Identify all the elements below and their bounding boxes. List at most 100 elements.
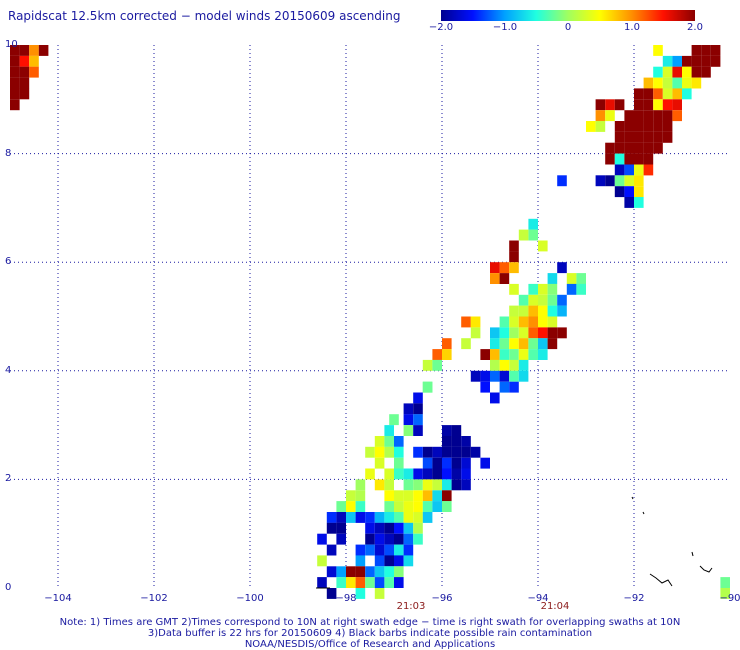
wind-cell (29, 55, 39, 67)
wind-cell (509, 305, 519, 317)
wind-cell (538, 283, 548, 295)
plot-title: Rapidscat 12.5km corrected − model winds… (8, 9, 401, 23)
colorbar-label: 1.0 (624, 22, 640, 33)
wind-cell (528, 305, 538, 317)
wind-cell (490, 262, 500, 274)
wind-cell (365, 533, 375, 545)
footnote-line-1: Note: 1) Times are GMT 2)Times correspon… (59, 617, 681, 628)
x-tick-label: −92 (623, 593, 645, 604)
wind-cell (653, 110, 663, 122)
wind-cell (10, 77, 20, 89)
wind-cell (509, 359, 519, 371)
wind-cell (442, 479, 452, 491)
wind-cell (403, 533, 414, 545)
wind-cell (451, 425, 462, 436)
wind-cell (394, 468, 404, 480)
wind-cell (432, 479, 442, 491)
wind-cell (317, 533, 327, 545)
wind-cell (662, 99, 673, 111)
wind-cell (634, 99, 644, 111)
wind-cell (384, 468, 394, 480)
wind-cell (442, 468, 452, 480)
wind-cell (422, 490, 433, 502)
wind-cell (470, 370, 481, 382)
wind-cell (374, 544, 385, 556)
wind-cell (643, 131, 654, 143)
wind-cell (384, 577, 394, 588)
coastline (316, 496, 713, 589)
wind-cell (394, 522, 404, 534)
y-tick-label: 10 (5, 39, 18, 50)
wind-cell (720, 588, 730, 599)
wind-cell (624, 175, 634, 187)
wind-cell (691, 55, 702, 67)
wind-cell (442, 338, 452, 350)
wind-cell (355, 490, 366, 502)
wind-cell (355, 566, 366, 578)
wind-cell (10, 66, 20, 78)
wind-cell (710, 45, 721, 56)
wind-cell (403, 414, 414, 426)
wind-cell (509, 327, 519, 339)
wind-cell (442, 490, 452, 502)
wind-cell (394, 490, 404, 502)
wind-cell (643, 88, 654, 100)
wind-cell (538, 240, 548, 252)
wind-cell (394, 512, 404, 523)
wind-cell (413, 425, 423, 436)
y-tick-label: 2 (5, 473, 12, 485)
y-tick-label: 8 (5, 147, 12, 159)
wind-cell (394, 566, 404, 578)
wind-cell (634, 110, 644, 122)
wind-cell (624, 153, 634, 165)
wind-cell (432, 468, 442, 480)
wind-difference-cells (10, 45, 730, 599)
wind-cell (403, 555, 414, 567)
wind-cell (538, 294, 548, 306)
wind-cell (614, 164, 625, 176)
wind-cell (422, 457, 433, 469)
wind-cell (634, 88, 644, 100)
wind-cell (682, 55, 692, 67)
wind-cell (451, 468, 462, 480)
wind-cell (538, 349, 548, 360)
wind-cell (470, 316, 481, 328)
wind-cell (634, 153, 644, 165)
wind-cell (710, 55, 721, 67)
wind-cell (365, 577, 375, 588)
wind-cell (374, 457, 385, 469)
wind-cell (614, 142, 625, 154)
wind-cell (528, 327, 538, 339)
wind-cell (317, 577, 327, 588)
wind-cell (538, 316, 548, 328)
wind-cell (374, 436, 385, 447)
wind-cell (653, 88, 663, 100)
wind-cell (518, 370, 529, 382)
wind-cell (499, 381, 510, 393)
wind-cell (432, 490, 442, 502)
wind-cell (355, 577, 366, 588)
wind-cell (403, 490, 414, 502)
wind-cell (662, 66, 673, 78)
wind-cell (624, 110, 634, 122)
wind-cell (528, 294, 538, 306)
wind-cell (432, 446, 442, 458)
wind-cell (634, 175, 644, 187)
wind-cell (19, 45, 30, 56)
wind-cell (384, 446, 394, 458)
wind-cell (509, 349, 519, 360)
wind-cell (346, 566, 356, 578)
wind-cell (624, 164, 634, 176)
wind-cell (413, 414, 423, 426)
wind-cell (672, 77, 682, 89)
y-tick-label: 6 (5, 256, 12, 268)
wind-cell (547, 316, 558, 328)
wind-cell (326, 522, 337, 534)
wind-cell (662, 121, 673, 132)
wind-cell (528, 338, 538, 350)
wind-cell (10, 88, 20, 100)
wind-cell (605, 99, 615, 111)
wind-cell (403, 512, 414, 523)
wind-cell (442, 501, 452, 512)
wind-cell (480, 457, 490, 469)
